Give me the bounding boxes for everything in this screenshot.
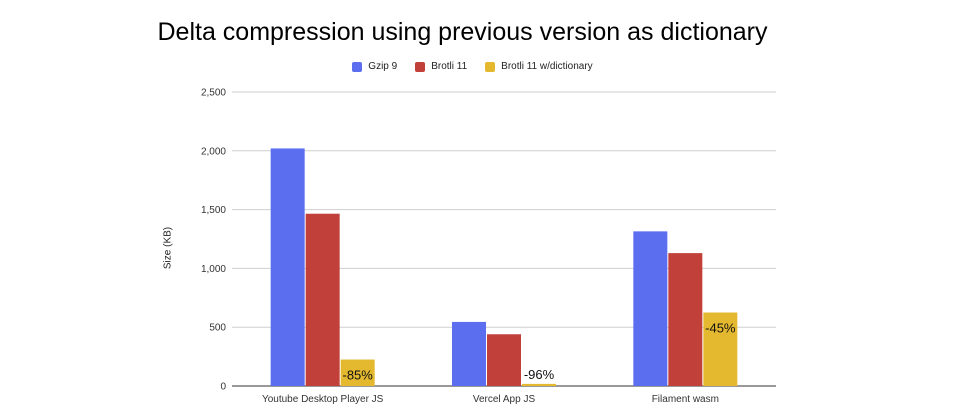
- legend-swatch-brotli-dict: [485, 61, 496, 72]
- bar: [452, 321, 486, 386]
- data-label: -45%: [705, 321, 736, 336]
- y-tick-label: 2,000: [201, 146, 226, 157]
- y-tick-label: 2,500: [201, 88, 226, 99]
- legend-label-gzip: Gzip 9: [368, 61, 398, 72]
- bar: [668, 253, 703, 386]
- legend-item-brotli: Brotli 11: [415, 61, 467, 72]
- legend-swatch-gzip: [352, 61, 363, 72]
- y-tick-label: 1,500: [201, 205, 226, 216]
- bar: [270, 148, 305, 386]
- legend-label-brotli: Brotli 11: [431, 61, 468, 72]
- x-tick-label: Filament wasm: [652, 394, 719, 405]
- y-tick-label: 500: [209, 323, 226, 334]
- chart-title: Delta compression using previous version…: [157, 18, 768, 46]
- data-label: -96%: [524, 367, 555, 382]
- legend-swatch-brotli: [415, 61, 426, 72]
- bar: [487, 334, 521, 386]
- x-tick-label: Youtube Desktop Player JS: [262, 394, 384, 405]
- bar: [703, 312, 738, 386]
- x-tick-label: Vercel App JS: [473, 394, 536, 405]
- y-tick-label: 0: [220, 382, 226, 393]
- bar: [340, 359, 375, 386]
- bar: [633, 231, 668, 386]
- bar: [522, 383, 556, 386]
- bar: [305, 213, 340, 386]
- legend-item-brotli-dict: Brotli 11 w/dictionary: [485, 61, 593, 72]
- data-label: -85%: [342, 368, 373, 383]
- legend: Gzip 9 Brotli 11 Brotli 11 w/dictionary: [0, 61, 945, 72]
- legend-label-brotli-dict: Brotli 11 w/dictionary: [501, 61, 593, 72]
- y-tick-label: 1,000: [201, 264, 226, 275]
- legend-item-gzip: Gzip 9: [352, 61, 397, 72]
